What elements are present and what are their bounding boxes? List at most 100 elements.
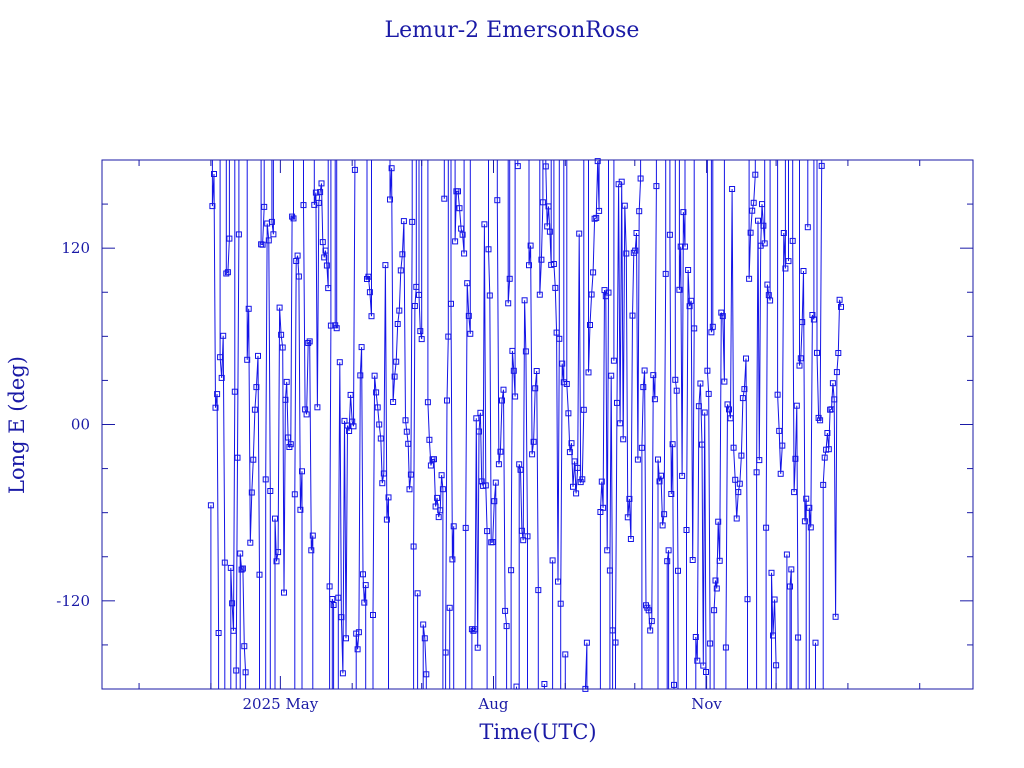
data-point — [373, 389, 380, 396]
data-point — [370, 612, 376, 618]
data-point — [535, 587, 542, 594]
data-point — [640, 384, 647, 391]
data-point — [300, 202, 307, 209]
data-point — [278, 331, 285, 338]
data-point — [580, 406, 587, 413]
data-point — [223, 270, 230, 277]
data-point — [368, 313, 375, 320]
data-point — [503, 623, 510, 630]
data-point — [518, 527, 525, 534]
data-point — [343, 635, 349, 642]
data-point — [407, 471, 414, 478]
data-point — [836, 296, 843, 303]
data-point — [713, 585, 720, 592]
data-point — [542, 163, 549, 170]
data-point — [420, 621, 427, 628]
data-point — [303, 411, 310, 418]
data-point — [832, 613, 839, 620]
data-point — [492, 479, 499, 486]
data-point — [612, 639, 619, 646]
data-point — [677, 243, 684, 250]
data-point — [294, 252, 301, 259]
data-point — [237, 550, 244, 557]
data-point — [529, 451, 536, 458]
data-point — [782, 265, 789, 272]
data-point — [306, 338, 313, 345]
data-point — [432, 503, 439, 510]
data-point — [325, 285, 332, 292]
data-point — [570, 483, 576, 490]
data-point — [793, 402, 800, 409]
data-point — [495, 461, 502, 468]
data-point — [234, 454, 241, 461]
data-point — [484, 528, 491, 535]
data-point — [736, 480, 743, 487]
series-line — [210, 160, 842, 689]
data-point — [360, 571, 366, 578]
data-point — [608, 372, 615, 379]
data-point — [238, 566, 245, 573]
data-point — [590, 269, 597, 276]
data-point — [565, 410, 572, 417]
data-point — [536, 291, 543, 298]
data-point — [692, 634, 699, 640]
data-point — [358, 344, 365, 351]
data-point — [598, 478, 605, 485]
data-point — [683, 527, 690, 533]
data-point — [759, 201, 765, 208]
data-point — [596, 207, 603, 214]
data-point — [442, 649, 449, 656]
data-point — [327, 322, 334, 329]
data-point — [521, 297, 528, 304]
data-point — [546, 228, 553, 235]
data-point — [426, 436, 433, 443]
data-point — [505, 300, 512, 307]
data-point — [385, 494, 392, 501]
data-point — [583, 639, 590, 646]
x-tick-label: Aug — [477, 695, 508, 713]
data-point — [514, 163, 521, 170]
data-point — [820, 481, 827, 488]
data-point — [268, 218, 275, 225]
data-point — [833, 369, 840, 376]
data-point — [291, 491, 298, 498]
data-point — [350, 423, 357, 430]
data-point — [472, 626, 478, 633]
data-point — [680, 209, 687, 216]
data-point — [485, 246, 492, 253]
data-point — [835, 350, 842, 356]
data-point — [750, 199, 757, 206]
data-point — [593, 214, 600, 221]
data-point — [533, 368, 540, 374]
data-point — [555, 578, 561, 585]
data-point — [465, 312, 472, 319]
data-point — [796, 362, 803, 369]
data-point — [461, 250, 468, 257]
data-point — [688, 297, 695, 304]
data-point — [406, 486, 413, 493]
data-point — [424, 399, 431, 406]
data-point — [285, 434, 292, 441]
data-point — [388, 165, 395, 172]
data-point — [541, 681, 548, 687]
data-point — [290, 215, 297, 222]
data-point — [265, 237, 272, 244]
chart-title: Lemur-2 EmersonRose — [385, 18, 640, 43]
data-point — [587, 322, 593, 328]
data-point — [668, 491, 675, 497]
data-point — [207, 502, 214, 509]
data-point — [379, 480, 386, 487]
data-point — [573, 490, 580, 497]
data-point — [527, 242, 534, 249]
data-point — [691, 325, 698, 332]
data-point — [563, 381, 570, 387]
data-point — [259, 241, 266, 248]
data-point — [671, 681, 677, 688]
data-point — [289, 213, 296, 220]
data-point — [753, 469, 760, 476]
data-point — [281, 589, 287, 596]
data-point — [741, 386, 748, 393]
data-point — [217, 354, 224, 361]
data-point — [383, 516, 390, 523]
data-point — [744, 596, 751, 603]
